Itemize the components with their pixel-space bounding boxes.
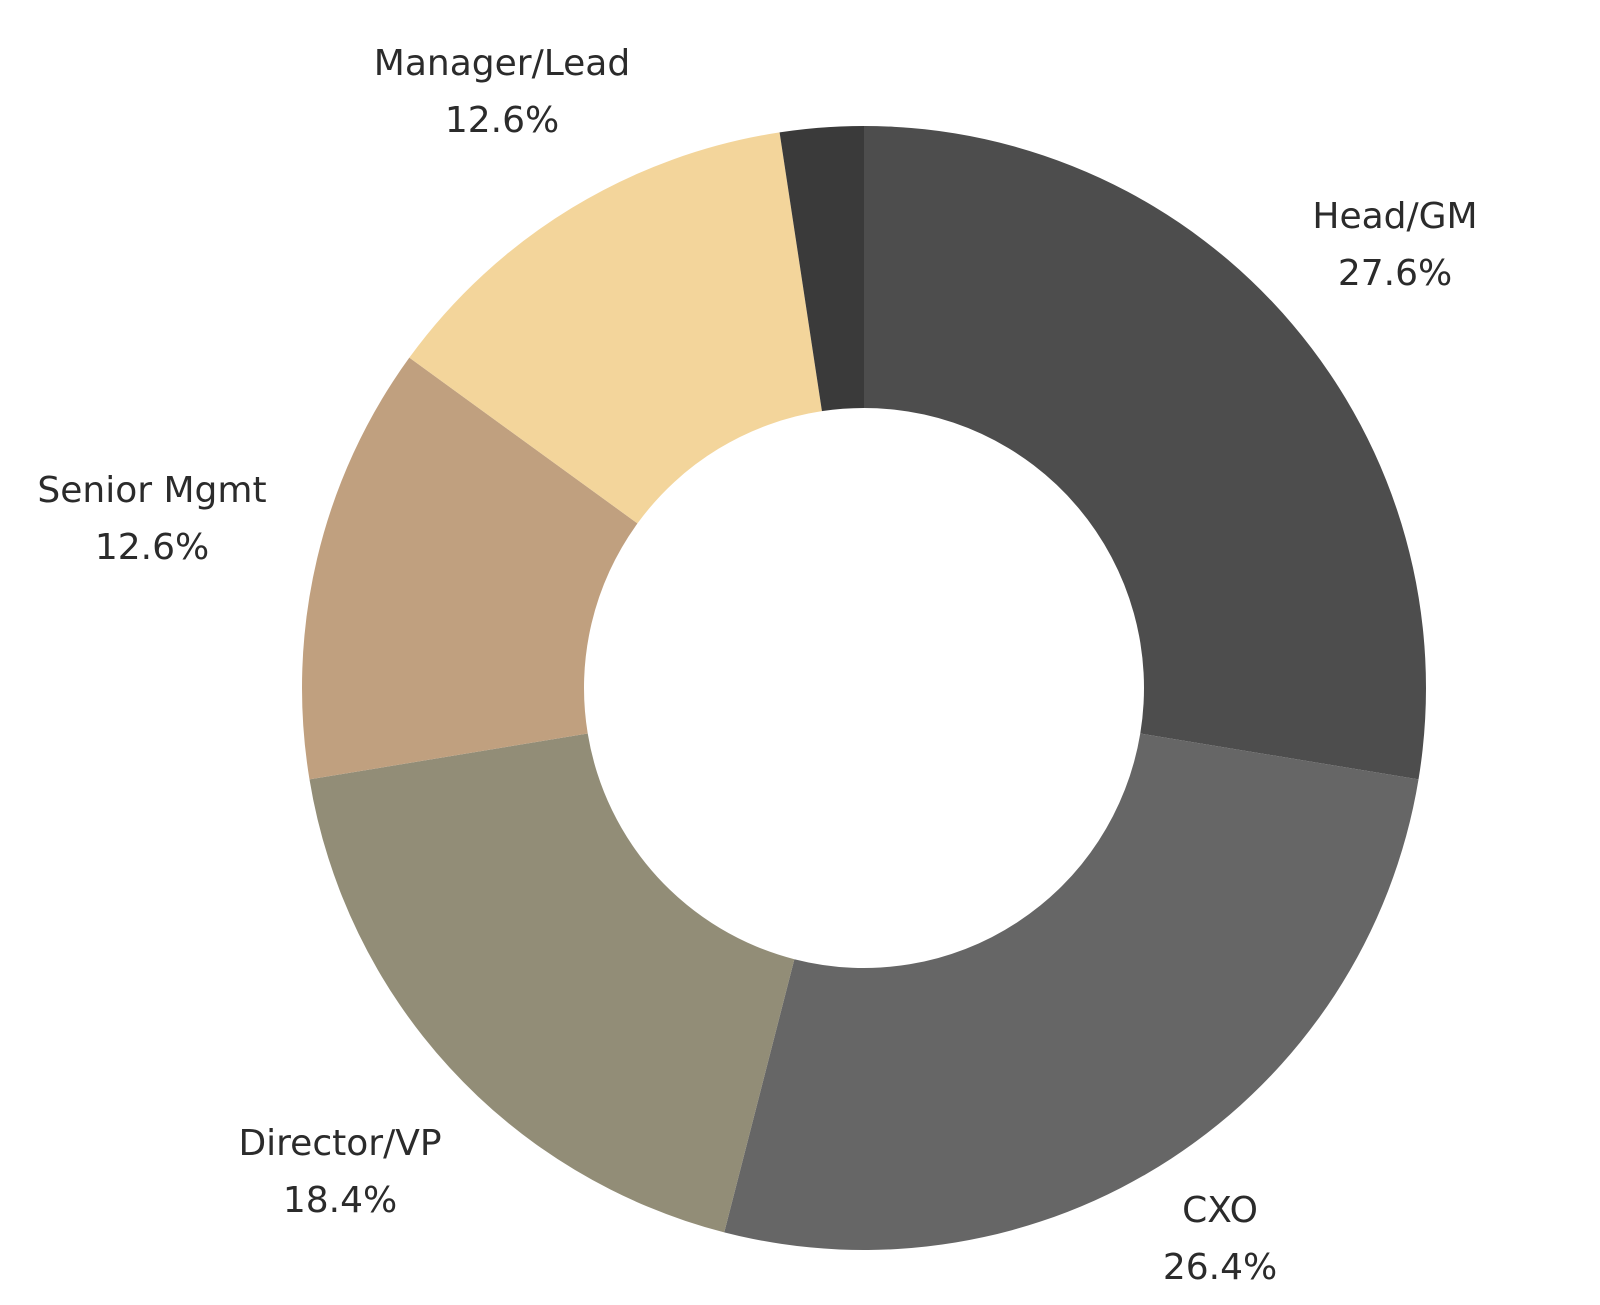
slice-manager-lead	[409, 132, 822, 524]
slice-value-label: 18.4%	[283, 1180, 397, 1221]
slices	[302, 126, 1426, 1250]
slice-value-label: 12.6%	[445, 100, 559, 141]
slice-value-label: 27.6%	[1338, 253, 1452, 294]
slice-head-gm	[864, 126, 1426, 780]
slice-label: Manager/Lead	[374, 43, 630, 84]
slice-other	[779, 126, 864, 412]
slice-label: Head/GM	[1312, 196, 1477, 237]
labels: Head/GM 27.6% CXO 26.4% Director/VP 18.4% Seni…	[37, 43, 1477, 1288]
slice-label: Director/VP	[238, 1123, 441, 1164]
slice-cxo	[724, 733, 1419, 1250]
slice-value-label: 12.6%	[95, 527, 209, 568]
slice-senior-mgmt	[302, 357, 638, 780]
slice-value-label: 26.4%	[1163, 1247, 1277, 1288]
slice-label: CXO	[1182, 1190, 1258, 1231]
slice-director-vp	[309, 733, 795, 1233]
slice-label: Senior Mgmt	[37, 470, 266, 511]
